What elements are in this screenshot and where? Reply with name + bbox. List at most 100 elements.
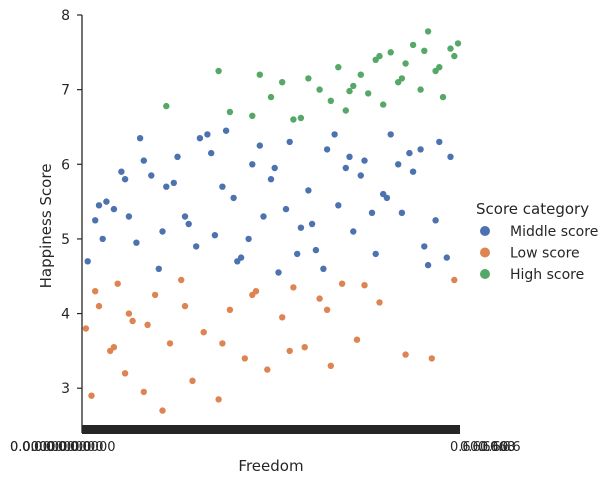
data-point-high-score bbox=[350, 82, 357, 90]
data-point-low-score bbox=[241, 355, 248, 362]
data-point-middle-score bbox=[361, 157, 368, 164]
data-point-low-score bbox=[451, 276, 458, 284]
data-point-middle-score bbox=[286, 138, 293, 146]
data-point-high-score bbox=[376, 52, 383, 60]
data-point-low-score bbox=[219, 340, 226, 347]
data-point-low-score bbox=[376, 299, 383, 306]
data-point-low-score bbox=[215, 396, 222, 403]
data-point-middle-score bbox=[305, 187, 312, 194]
data-point-low-score bbox=[181, 302, 189, 310]
data-point-middle-score bbox=[148, 172, 155, 179]
x-tick-label-overlap: 0.0000 bbox=[34, 440, 80, 455]
data-point-low-score bbox=[264, 366, 271, 373]
data-point-middle-score bbox=[140, 157, 147, 164]
data-point-low-score bbox=[121, 370, 129, 377]
data-point-high-score bbox=[424, 28, 432, 35]
y-tick-label: 8 bbox=[61, 8, 70, 24]
data-point-high-score bbox=[357, 71, 364, 78]
data-point-high-score bbox=[380, 101, 387, 108]
data-point-middle-score bbox=[387, 131, 394, 138]
data-point-middle-score bbox=[219, 183, 226, 190]
data-point-middle-score bbox=[409, 168, 417, 175]
data-point-high-score bbox=[163, 102, 170, 110]
data-point-high-score bbox=[267, 93, 275, 101]
data-point-middle-score bbox=[398, 209, 406, 216]
data-point-middle-score bbox=[432, 217, 439, 224]
data-point-high-score bbox=[398, 75, 406, 82]
data-point-high-score bbox=[316, 86, 323, 93]
data-point-high-score bbox=[342, 107, 349, 114]
y-axis-label: Happiness Score bbox=[37, 164, 55, 289]
data-point-low-score bbox=[114, 280, 121, 287]
data-point-low-score bbox=[129, 317, 136, 325]
x-tick-label-overlap: 0.6 bbox=[470, 440, 491, 455]
data-point-middle-score bbox=[99, 235, 106, 243]
data-point-low-score bbox=[140, 388, 147, 396]
y-tick-label: 4 bbox=[61, 307, 70, 323]
data-point-middle-score bbox=[170, 179, 177, 187]
data-point-middle-score bbox=[323, 146, 331, 153]
data-point-middle-score bbox=[447, 153, 454, 160]
data-point-high-score bbox=[447, 45, 454, 52]
data-point-low-score bbox=[316, 295, 323, 302]
data-point-middle-score bbox=[256, 142, 263, 149]
data-point-middle-score bbox=[331, 131, 338, 138]
data-point-low-score bbox=[166, 340, 174, 347]
data-point-middle-score bbox=[174, 153, 181, 160]
y-tick-label: 3 bbox=[61, 381, 70, 397]
data-point-middle-score bbox=[282, 205, 290, 213]
data-point-low-score bbox=[88, 392, 95, 399]
y-tick-label: 7 bbox=[61, 83, 70, 99]
data-point-low-score bbox=[323, 306, 331, 313]
data-point-middle-score bbox=[267, 176, 275, 183]
data-point-low-score bbox=[279, 314, 286, 321]
legend-label: Low score bbox=[510, 246, 580, 262]
data-point-middle-score bbox=[211, 232, 219, 239]
data-point-middle-score bbox=[421, 243, 428, 250]
data-point-high-score bbox=[215, 67, 222, 75]
points-layer bbox=[82, 28, 462, 414]
data-point-high-score bbox=[436, 63, 443, 71]
data-point-middle-score bbox=[136, 135, 144, 142]
data-point-high-score bbox=[279, 79, 286, 86]
data-point-middle-score bbox=[297, 224, 305, 231]
x-tick-label-right: 0.668 bbox=[478, 440, 515, 455]
legend-title: Score category bbox=[476, 200, 589, 218]
legend-marker bbox=[480, 269, 490, 279]
data-point-low-score bbox=[301, 344, 308, 351]
data-point-low-score bbox=[402, 351, 409, 358]
data-point-middle-score bbox=[406, 149, 413, 157]
data-point-middle-score bbox=[208, 149, 215, 157]
data-point-high-score bbox=[335, 63, 342, 71]
data-point-high-score bbox=[439, 93, 447, 101]
x-tick-label-overlap: 0.0000 bbox=[70, 440, 116, 455]
data-point-middle-score bbox=[346, 153, 353, 160]
legend-marker bbox=[480, 226, 490, 236]
data-point-low-score bbox=[159, 407, 166, 414]
x-axis-label: Freedom bbox=[238, 457, 303, 475]
data-point-middle-score bbox=[395, 161, 402, 168]
data-point-middle-score bbox=[103, 198, 110, 205]
x-tick-label-overlap: 0.0000 bbox=[46, 440, 92, 455]
data-point-low-score bbox=[151, 291, 159, 299]
data-point-low-score bbox=[226, 306, 234, 313]
data-point-middle-score bbox=[424, 261, 432, 269]
data-point-middle-score bbox=[222, 127, 230, 134]
data-point-high-score bbox=[421, 47, 428, 54]
data-point-middle-score bbox=[275, 269, 282, 276]
data-point-high-score bbox=[297, 114, 305, 122]
y-tick-label: 6 bbox=[61, 157, 70, 173]
data-point-middle-score bbox=[443, 254, 450, 261]
data-point-middle-score bbox=[350, 228, 357, 235]
data-point-middle-score bbox=[308, 220, 316, 228]
data-point-middle-score bbox=[193, 243, 200, 250]
x-tick-label-overlap: 0.6 bbox=[490, 440, 511, 455]
x-tick-label-overlap: 0.0000 bbox=[58, 440, 104, 455]
data-point-middle-score bbox=[320, 265, 327, 272]
data-point-middle-score bbox=[383, 194, 391, 202]
data-point-low-score bbox=[125, 310, 133, 317]
legend-marker bbox=[480, 247, 490, 258]
data-point-middle-score bbox=[110, 205, 118, 213]
